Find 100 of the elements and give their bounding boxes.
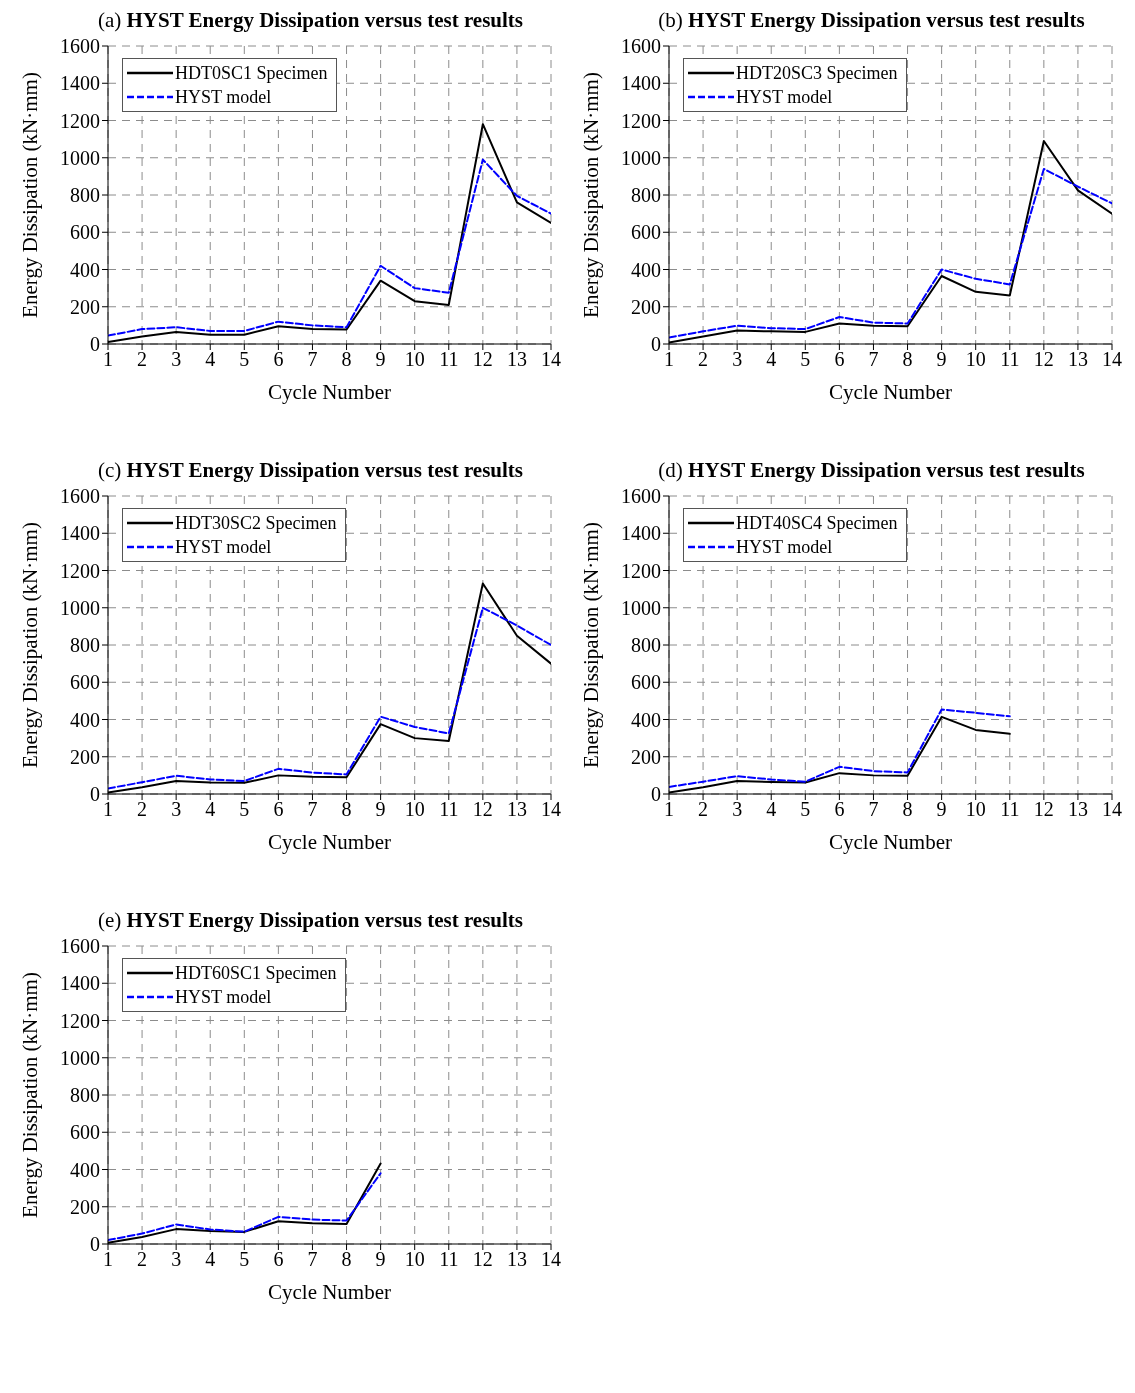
y-tick-label: 200 <box>631 745 661 768</box>
y-tick-label: 200 <box>70 745 100 768</box>
x-tick-label: 6 <box>834 798 845 821</box>
x-tick-label: 8 <box>341 348 352 371</box>
y-tick-label: 200 <box>70 1195 100 1218</box>
x-axis-title: Cycle Number <box>267 830 392 854</box>
x-tick-label: 2 <box>137 1248 148 1271</box>
x-tick-label: 4 <box>766 798 777 821</box>
y-tick-label: 1200 <box>60 559 100 582</box>
x-tick-label: 14 <box>1102 798 1122 821</box>
y-tick-label: 1600 <box>60 935 100 958</box>
line-series <box>669 167 1112 339</box>
y-tick-label: 1000 <box>60 1046 100 1069</box>
x-tick-label: 7 <box>307 798 318 821</box>
x-tick-label: 7 <box>868 798 879 821</box>
y-tick-label: 0 <box>90 1233 100 1256</box>
x-tick-label: 6 <box>273 348 284 371</box>
legend-label: HYST model <box>175 536 272 559</box>
x-tick-label: 5 <box>239 1248 250 1271</box>
line-series <box>669 708 1011 788</box>
y-tick-label: 1200 <box>60 109 100 132</box>
legend-label: HDT20SC3 Specimen <box>736 62 898 85</box>
y-tick-label: 1200 <box>621 559 661 582</box>
x-tick-label: 10 <box>965 798 986 821</box>
chart-title: (e) HYST Energy Dissipation versus test results <box>97 908 524 932</box>
y-tick-label: 1600 <box>60 485 100 508</box>
y-tick-label: 1600 <box>60 35 100 58</box>
chart-title: (b) HYST Energy Dissipation versus test results <box>658 8 1085 32</box>
x-tick-label: 10 <box>404 1248 425 1271</box>
y-tick-label: 1400 <box>60 72 100 95</box>
x-tick-label: 7 <box>307 348 318 371</box>
x-tick-label: 13 <box>506 348 527 371</box>
x-axis-title: Cycle Number <box>828 380 953 404</box>
y-tick-label: 400 <box>70 1158 100 1181</box>
y-tick-label: 800 <box>631 634 661 657</box>
x-tick-label: 11 <box>1000 798 1020 821</box>
y-tick-label: 600 <box>631 671 661 694</box>
y-tick-label: 600 <box>70 671 100 694</box>
x-tick-label: 3 <box>171 798 182 821</box>
x-tick-label: 7 <box>307 1248 318 1271</box>
x-axis-title: Cycle Number <box>267 1280 392 1304</box>
x-tick-label: 3 <box>732 798 743 821</box>
x-tick-label: 5 <box>800 348 811 371</box>
x-tick-label: 1 <box>103 1248 113 1271</box>
y-tick-label: 400 <box>631 708 661 731</box>
x-tick-label: 9 <box>375 798 386 821</box>
chart-title: (d) HYST Energy Dissipation versus test results <box>658 458 1085 482</box>
x-axis-title: Cycle Number <box>267 380 392 404</box>
x-tick-label: 9 <box>375 348 386 371</box>
x-tick-label: 11 <box>439 798 459 821</box>
legend-label: HDT0SC1 Specimen <box>175 62 328 85</box>
y-tick-label: 600 <box>70 221 100 244</box>
y-tick-label: 1000 <box>60 146 100 169</box>
x-tick-label: 2 <box>137 798 148 821</box>
y-axis-title: Energy Dissipation (kN·mm) <box>18 72 43 318</box>
legend-label: HDT60SC1 Specimen <box>175 962 337 985</box>
legend-label: HDT40SC4 Specimen <box>736 512 898 535</box>
x-tick-label: 11 <box>439 1248 459 1271</box>
x-tick-label: 9 <box>936 348 947 371</box>
x-tick-label: 13 <box>1067 348 1088 371</box>
y-tick-label: 1200 <box>621 109 661 132</box>
legend-label: HYST model <box>736 86 833 109</box>
y-tick-label: 600 <box>631 221 661 244</box>
x-tick-label: 5 <box>239 348 250 371</box>
x-tick-label: 7 <box>868 348 879 371</box>
y-axis-title: Energy Dissipation (kN·mm) <box>579 522 604 768</box>
y-tick-label: 400 <box>70 258 100 281</box>
y-tick-label: 1600 <box>621 35 661 58</box>
x-tick-label: 13 <box>506 1248 527 1271</box>
x-tick-label: 5 <box>239 798 250 821</box>
x-tick-label: 1 <box>664 798 674 821</box>
x-tick-label: 10 <box>404 348 425 371</box>
x-tick-label: 4 <box>205 798 216 821</box>
y-tick-label: 200 <box>631 295 661 318</box>
x-tick-label: 3 <box>732 348 743 371</box>
x-tick-label: 1 <box>103 798 113 821</box>
y-tick-label: 0 <box>651 333 661 356</box>
x-tick-label: 6 <box>273 1248 284 1271</box>
legend-label: HYST model <box>175 986 272 1009</box>
chart-title: (a) HYST Energy Dissipation versus test results <box>97 8 524 32</box>
x-tick-label: 2 <box>698 798 709 821</box>
x-tick-label: 4 <box>205 1248 216 1271</box>
legend-label: HYST model <box>736 536 833 559</box>
x-tick-label: 2 <box>698 348 709 371</box>
x-tick-label: 9 <box>375 1248 386 1271</box>
y-tick-label: 800 <box>70 634 100 657</box>
x-tick-label: 11 <box>439 348 459 371</box>
x-tick-label: 9 <box>936 798 947 821</box>
y-tick-label: 600 <box>70 1121 100 1144</box>
y-tick-label: 1000 <box>621 146 661 169</box>
x-tick-label: 14 <box>541 1248 561 1271</box>
x-tick-label: 12 <box>472 348 493 371</box>
x-tick-label: 14 <box>1102 348 1122 371</box>
x-tick-label: 6 <box>273 798 284 821</box>
y-tick-label: 1000 <box>60 596 100 619</box>
y-tick-label: 1400 <box>621 522 661 545</box>
y-tick-label: 1200 <box>60 1009 100 1032</box>
x-tick-label: 12 <box>1033 798 1054 821</box>
y-tick-label: 0 <box>90 783 100 806</box>
x-tick-label: 5 <box>800 798 811 821</box>
